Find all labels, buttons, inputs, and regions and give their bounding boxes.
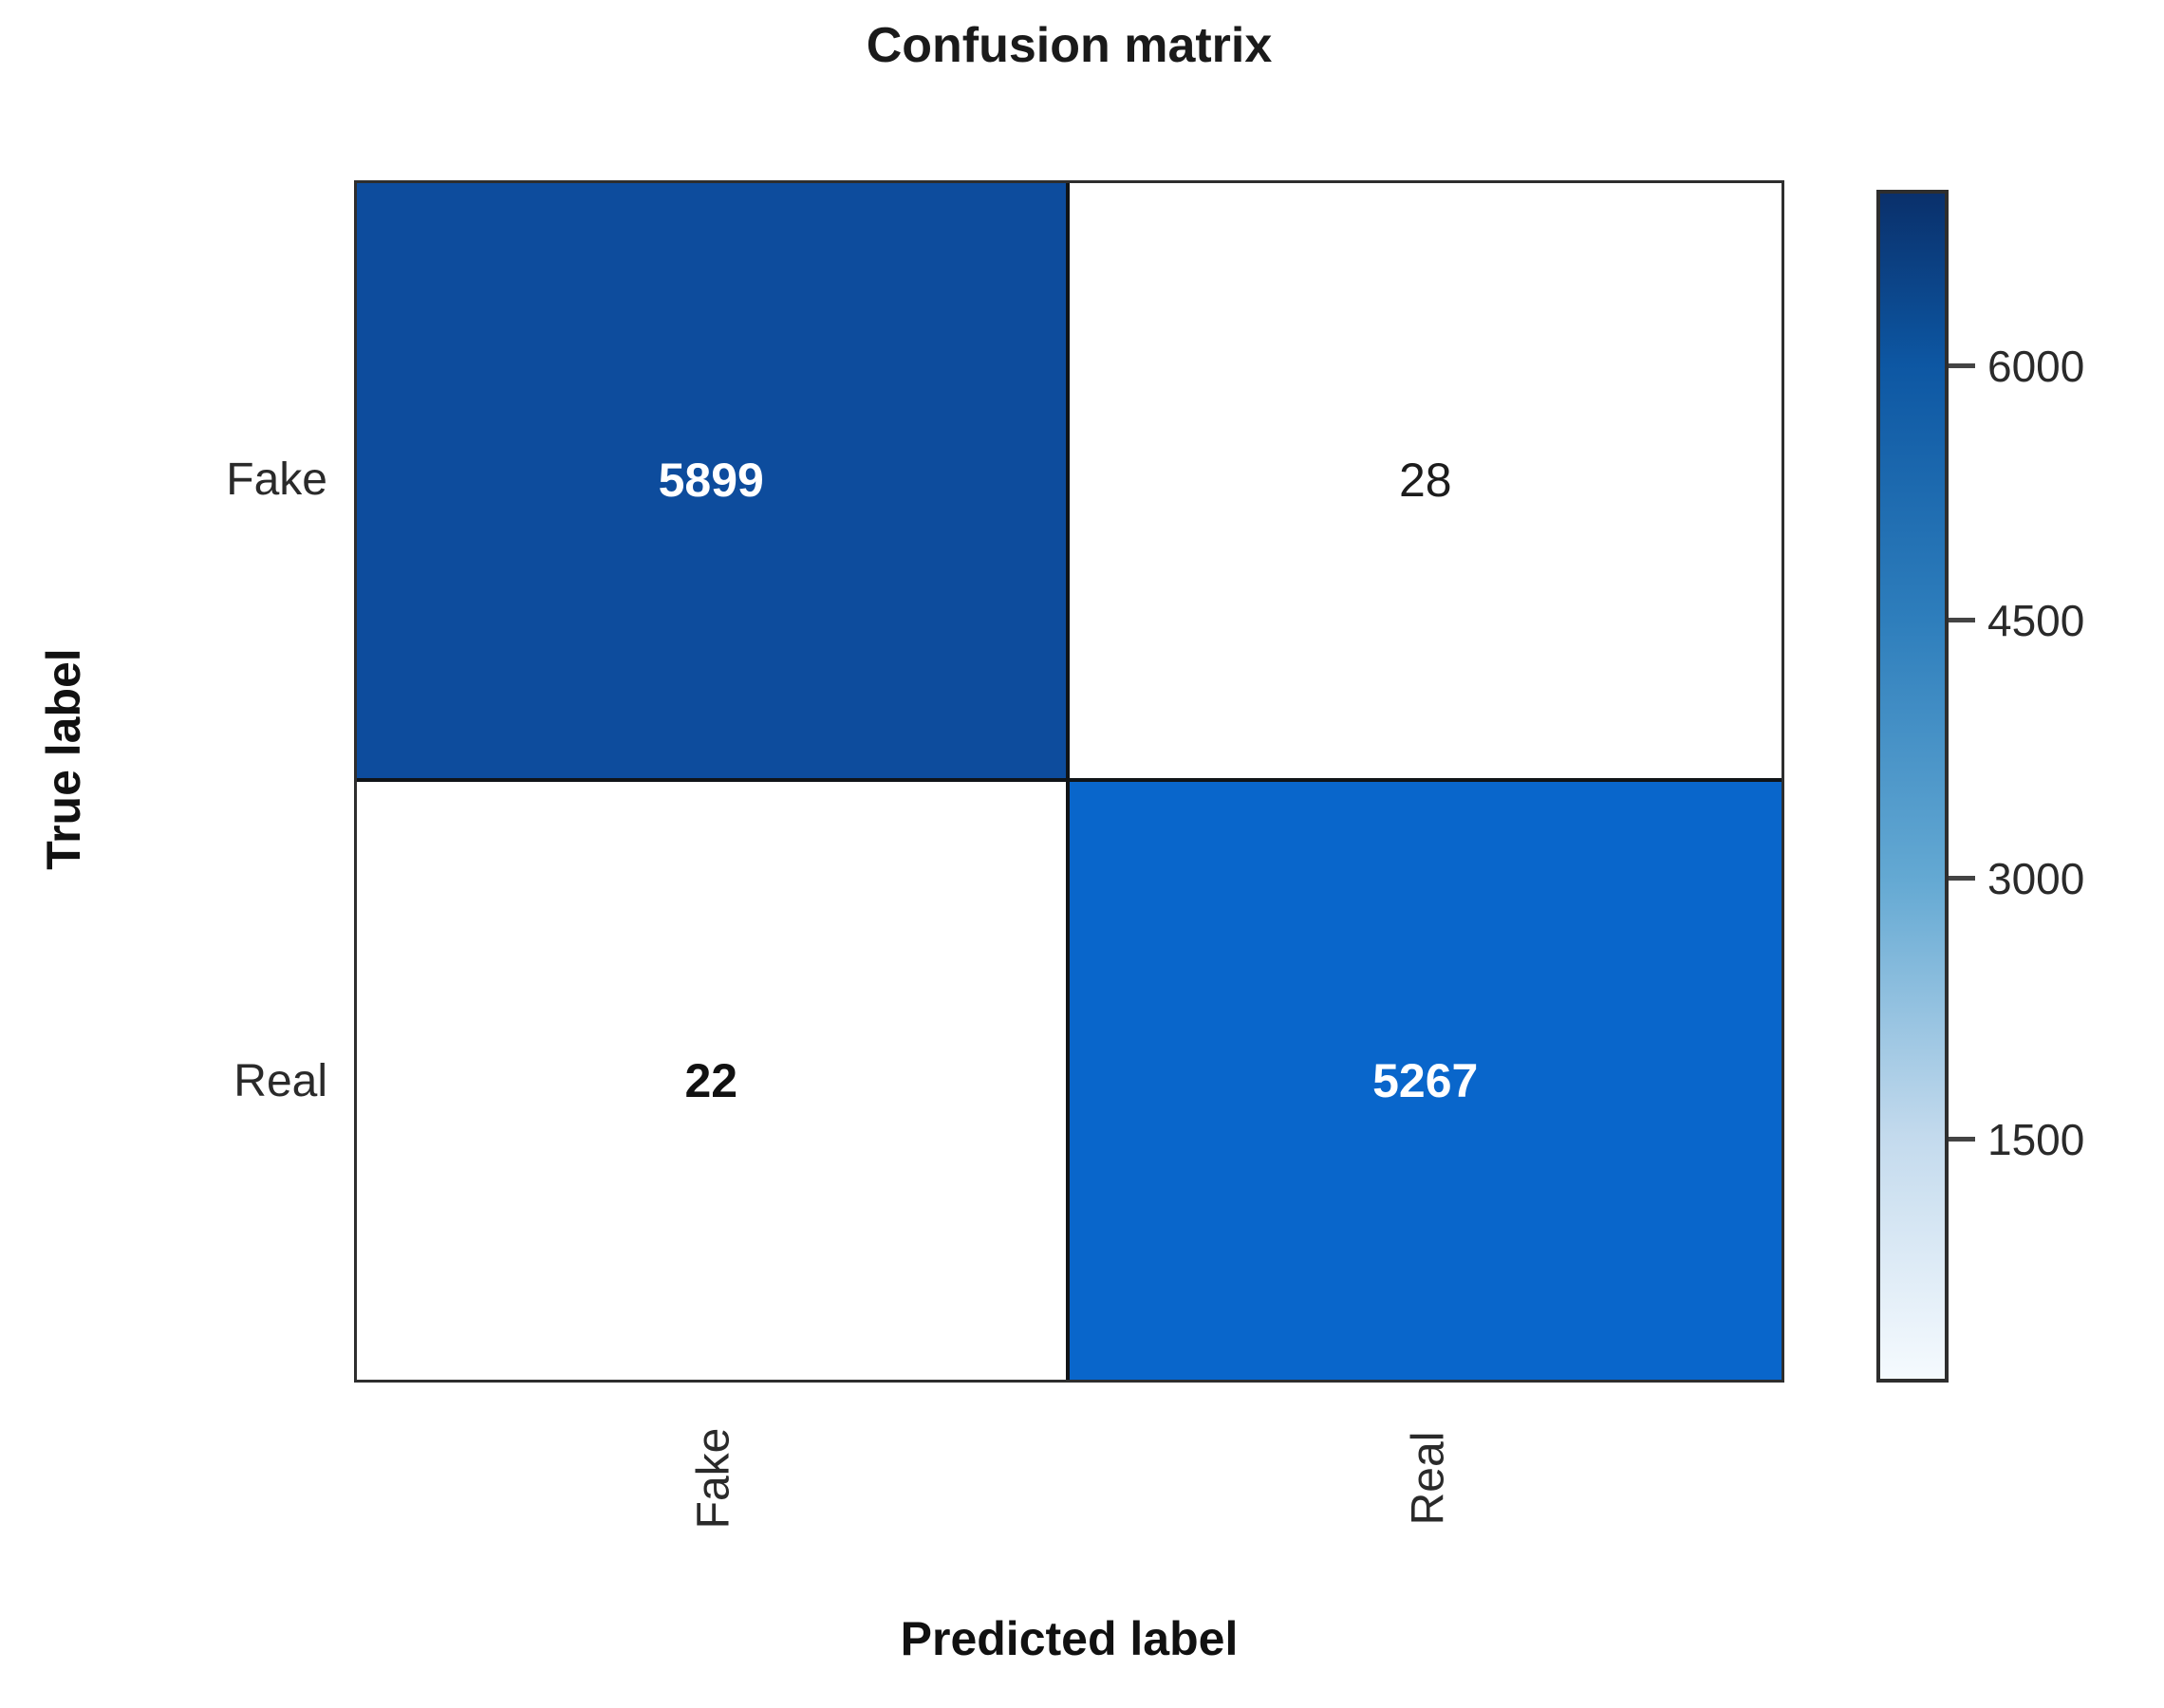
colorbar-tick-label-3000: 3000 (1987, 854, 2085, 903)
colorbar-tick-label-4500: 4500 (1987, 596, 2085, 645)
y-tick-real: Real (233, 1056, 327, 1106)
x-tick-real: Real (1403, 1431, 1454, 1526)
chart-title: Confusion matrix (866, 18, 1273, 73)
y-axis-label: True label (37, 648, 90, 870)
colorbar-tick-mark (1949, 1137, 1975, 1142)
matrix-cell-true-real-pred-fake: 22 (357, 781, 1070, 1380)
confusion-matrix-grid: 5899 28 22 5267 (354, 180, 1784, 1383)
matrix-cell-true-fake-pred-fake: 5899 (357, 183, 1070, 782)
x-tick-fake: Fake (688, 1427, 739, 1530)
colorbar-tick-label-6000: 6000 (1987, 342, 2085, 391)
matrix-cell-true-fake-pred-real: 28 (1069, 183, 1782, 782)
colorbar-tick-mark (1949, 363, 1975, 368)
colorbar-tick-label-1500: 1500 (1987, 1115, 2085, 1164)
colorbar-tick-mark (1949, 618, 1975, 622)
y-tick-fake: Fake (226, 455, 327, 505)
x-axis-label: Predicted label (900, 1612, 1239, 1665)
colorbar-gradient (1876, 190, 1949, 1383)
matrix-cell-true-real-pred-real: 5267 (1069, 781, 1782, 1380)
colorbar-tick-mark (1949, 876, 1975, 881)
